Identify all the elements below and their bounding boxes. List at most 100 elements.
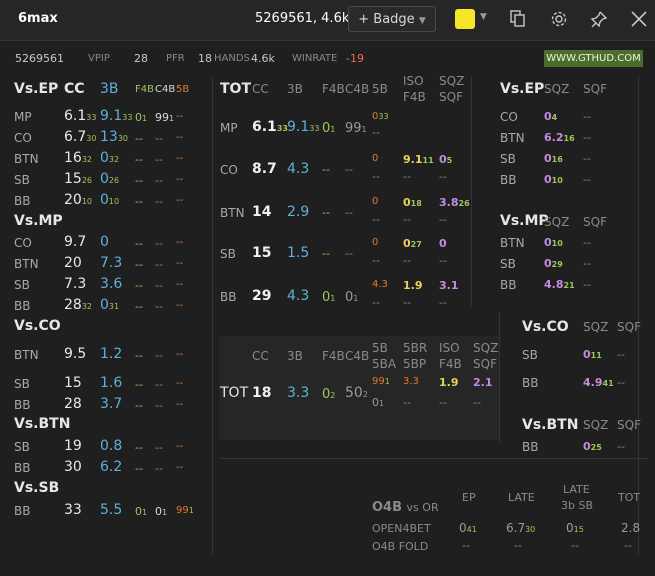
cell: 010 <box>544 236 563 249</box>
col-sqf: SQF <box>617 320 641 334</box>
cell: 032 <box>100 150 120 166</box>
hands-value: 4.6k <box>251 52 275 65</box>
pos-sb: SB <box>220 247 236 261</box>
col-3b: 3B <box>287 82 303 96</box>
cell: -- <box>403 296 411 309</box>
cell: 010 <box>544 173 563 186</box>
cell: 016 <box>544 152 563 165</box>
pos-sb: SB <box>14 173 30 187</box>
cell: 6.730 <box>64 129 97 145</box>
player-name: 5269561, 4.6k <box>255 11 350 26</box>
cell: 01 <box>135 111 148 124</box>
cell: 19 <box>64 438 82 454</box>
cell: -- <box>135 441 143 454</box>
cell: 1526 <box>64 171 93 187</box>
col-cc: CC <box>64 81 85 97</box>
cell: 6.133 <box>64 108 97 124</box>
cell: 3.1 <box>439 279 459 292</box>
cell: -- <box>176 237 184 248</box>
cell: -- <box>473 396 481 409</box>
cell: -- <box>372 213 380 226</box>
copy-icon[interactable] <box>509 10 527 28</box>
col-cc: CC <box>252 82 269 96</box>
cell: 02 <box>322 387 336 402</box>
pos-bb: BB <box>220 290 237 304</box>
cell: -- <box>155 349 163 362</box>
cell: 05 <box>439 153 453 166</box>
cell: -- <box>135 132 143 145</box>
section-title-vs-co: Vs.CO <box>522 319 569 335</box>
pos-mp: MP <box>220 121 238 135</box>
cell: -- <box>403 170 411 183</box>
cell: 8.7 <box>252 161 277 177</box>
cell: 6.216 <box>544 131 575 144</box>
pos-bb: BB <box>14 194 31 208</box>
col-sqz: SQZ <box>583 320 609 334</box>
cell: 9.111 <box>403 153 434 166</box>
winrate-label: WINRATE <box>292 53 338 64</box>
pfr-value: 18 <box>198 52 212 65</box>
col-iso: ISO <box>403 74 424 88</box>
cell: 15 <box>252 245 272 261</box>
gear-icon[interactable] <box>550 10 568 28</box>
cell: 033 <box>372 111 389 122</box>
tot-summary-panel <box>219 336 499 440</box>
color-swatch[interactable] <box>455 9 475 29</box>
cell: 1.2 <box>100 346 123 362</box>
pos-sb: SB <box>14 440 30 454</box>
cell: 9.5 <box>64 346 87 362</box>
cell: -- <box>176 195 184 206</box>
divider <box>471 76 472 306</box>
pos-mp: MP <box>14 110 32 124</box>
cell: 7.3 <box>100 255 123 271</box>
cell: 4.3 <box>287 161 310 177</box>
col-sqz: SQZ <box>439 74 465 88</box>
col-5bp: 5BP <box>403 357 427 371</box>
chevron-down-icon[interactable]: ▼ <box>480 12 487 22</box>
cell: -- <box>617 376 625 389</box>
cell: 991 <box>372 376 390 387</box>
section-title-vs-btn: Vs.BTN <box>14 416 71 432</box>
cell: 0 <box>372 237 379 248</box>
cell: -- <box>514 539 522 552</box>
cell: 026 <box>100 171 120 187</box>
col-tot: TOT <box>618 491 641 504</box>
cell: -- <box>135 279 143 292</box>
col-3b: 3B <box>100 81 119 97</box>
col-5b: 5B <box>372 82 388 96</box>
pfr-label: PFR <box>166 53 185 64</box>
site-badge[interactable]: WWW.GTHUD.COM <box>544 50 643 67</box>
cell: -- <box>155 300 163 313</box>
pos: BTN <box>500 131 525 145</box>
col-5b: 5B <box>372 341 388 355</box>
pin-icon[interactable] <box>590 10 608 28</box>
close-icon[interactable] <box>630 10 648 28</box>
cell: 0.8 <box>100 438 123 454</box>
badge-dropdown[interactable]: + Badge ▼ <box>348 6 436 32</box>
cell: -- <box>439 213 447 226</box>
cell: -- <box>403 396 411 409</box>
cell: -- <box>403 213 411 226</box>
cell: 502 <box>345 385 368 401</box>
cell: 2.9 <box>287 204 310 220</box>
col-iso-f4b: F4B <box>403 90 426 104</box>
cell: 5.5 <box>100 502 123 518</box>
cell: 2010 <box>64 192 93 208</box>
cell: 18 <box>252 385 272 401</box>
cell: -- <box>372 296 380 309</box>
col-cc: CC <box>252 349 269 363</box>
pos-sb: SB <box>14 377 30 391</box>
divider <box>638 76 639 554</box>
cell: -- <box>155 174 163 187</box>
vpip-label: VPIP <box>88 53 110 64</box>
cell: -- <box>583 236 591 249</box>
cell: 010 <box>100 192 120 208</box>
cell: -- <box>583 110 591 123</box>
pos-co: CO <box>14 236 32 250</box>
cell: -- <box>617 440 625 453</box>
cell: -- <box>583 278 591 291</box>
cell: -- <box>155 237 163 250</box>
cell: 6.133 <box>252 119 288 135</box>
pos-co: CO <box>220 163 238 177</box>
cell: 15 <box>64 375 82 391</box>
